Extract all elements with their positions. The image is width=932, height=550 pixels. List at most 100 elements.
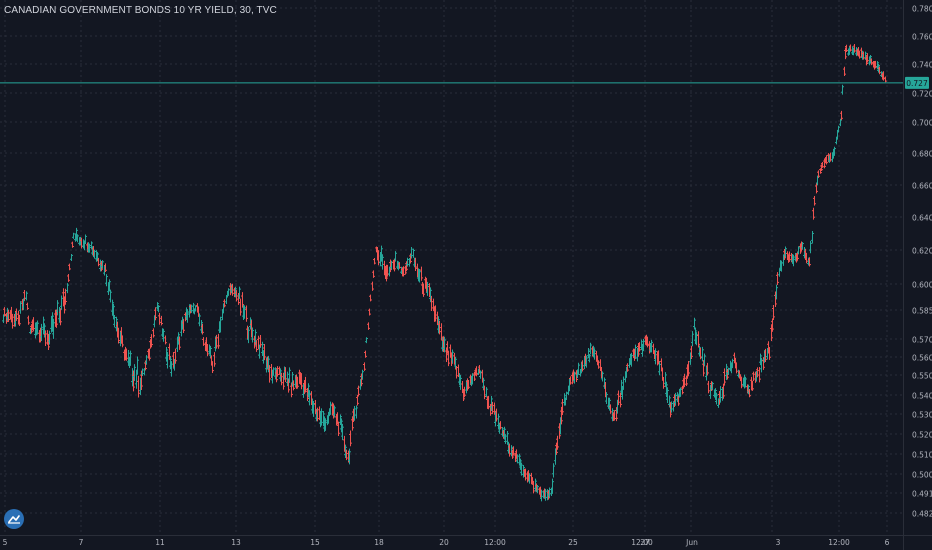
ohlc-bar (795, 253, 798, 263)
ohlc-bar (268, 365, 271, 383)
ohlc-bar (113, 315, 116, 328)
y-tick-label: 0.520 (912, 431, 932, 440)
ohlc-bar (585, 355, 588, 368)
ohlc-bar (445, 347, 448, 363)
ohlc-bar (665, 381, 668, 398)
ohlc-bar (174, 348, 177, 364)
ohlc-bar (105, 274, 108, 287)
ohlc-bar (157, 305, 160, 313)
ohlc-bar (71, 241, 74, 248)
tradingview-logo-icon[interactable] (4, 509, 24, 529)
ohlc-bar (152, 328, 155, 338)
ohlc-bar (259, 335, 262, 348)
ohlc-bar (243, 305, 246, 319)
ohlc-bar (426, 281, 429, 296)
ohlc-bar (556, 435, 559, 450)
ohlc-bar (516, 454, 519, 464)
ohlc-bar (685, 375, 688, 386)
ohlc-bar (683, 373, 686, 387)
ohlc-bar (674, 392, 677, 406)
ohlc-bar (405, 261, 408, 272)
ohlc-bar (551, 478, 554, 494)
ohlc-bar (440, 323, 443, 341)
ohlc-bar (756, 367, 759, 378)
ohlc-bar (213, 352, 216, 367)
ohlc-bar (815, 183, 818, 194)
ohlc-bar (182, 319, 185, 333)
ohlc-bar (844, 47, 847, 60)
y-tick-label: 0.720 (912, 90, 932, 99)
ohlc-bar (499, 421, 502, 430)
y-tick-label: 0.600 (912, 281, 932, 290)
ohlc-bar (27, 315, 30, 325)
ohlc-bar (148, 348, 151, 361)
ohlc-bar (514, 452, 517, 462)
ohlc-bar (437, 316, 440, 334)
ohlc-bar (725, 363, 728, 380)
ohlc-bar (158, 312, 161, 325)
ohlc-bar (711, 381, 714, 391)
ohlc-bar (823, 158, 826, 169)
ohlc-bar (552, 463, 555, 478)
ohlc-bar (839, 118, 842, 127)
ohlc-bar (66, 283, 69, 294)
ohlc-bar (571, 372, 574, 385)
y-tick-label: 0.740 (912, 61, 932, 70)
y-tick-label: 0.550 (912, 372, 932, 381)
ohlc-bar (491, 401, 494, 415)
ohlc-bar (117, 327, 120, 344)
ohlc-bar (588, 354, 591, 363)
ohlc-bar (467, 379, 470, 390)
ohlc-bar (410, 246, 413, 259)
ohlc-bar (620, 379, 623, 396)
ohlc-bar (722, 383, 725, 399)
ohlc-bar (351, 416, 354, 431)
ohlc-bar (186, 309, 189, 323)
ohlc-bar (788, 251, 791, 262)
ohlc-bar (44, 330, 47, 346)
ohlc-bar (841, 84, 844, 95)
ohlc-bar (337, 421, 340, 437)
ohlc-bar (15, 308, 18, 321)
ohlc-bar (626, 363, 629, 372)
ohlc-bar (304, 376, 307, 393)
ohlc-bar (412, 248, 415, 258)
ohlc-bar (770, 324, 773, 342)
ohlc-bar (169, 356, 172, 370)
y-tick-label: 0.620 (912, 247, 932, 256)
ohlc-bar (565, 391, 568, 401)
ohlc-bar (540, 489, 543, 502)
ohlc-bar (365, 337, 368, 344)
ohlc-bar (178, 336, 181, 350)
ohlc-bar (548, 487, 551, 498)
ohlc-bar (112, 303, 115, 320)
ohlc-bar (744, 376, 747, 388)
ohlc-bar (634, 344, 637, 359)
ohlc-bar (825, 155, 828, 165)
ohlc-bar (849, 44, 852, 52)
y-tick-label: 0.700 (912, 119, 932, 128)
ohlc-bar (239, 298, 242, 316)
ohlc-bar (462, 389, 465, 402)
ohlc-bar (490, 395, 493, 412)
ohlc-bar (821, 161, 824, 168)
ohlc-bar (820, 164, 823, 172)
ohlc-bar (194, 305, 197, 312)
ohlc-bar (522, 464, 525, 478)
ohlc-bar (258, 344, 261, 359)
x-tick-label: 5 (3, 538, 8, 547)
ohlc-bar (280, 372, 283, 386)
ohlc-bar (658, 361, 661, 376)
ohlc-bar (88, 243, 91, 253)
ohlc-bar (109, 289, 112, 303)
ohlc-bar (796, 251, 799, 261)
ohlc-bar (368, 308, 371, 316)
ohlc-bar (150, 334, 153, 348)
ohlc-bar (666, 387, 669, 404)
ohlc-bar (747, 384, 750, 395)
ohlc-bar (601, 371, 604, 382)
ohlc-bar (536, 484, 539, 494)
ohlc-bar (512, 446, 515, 456)
